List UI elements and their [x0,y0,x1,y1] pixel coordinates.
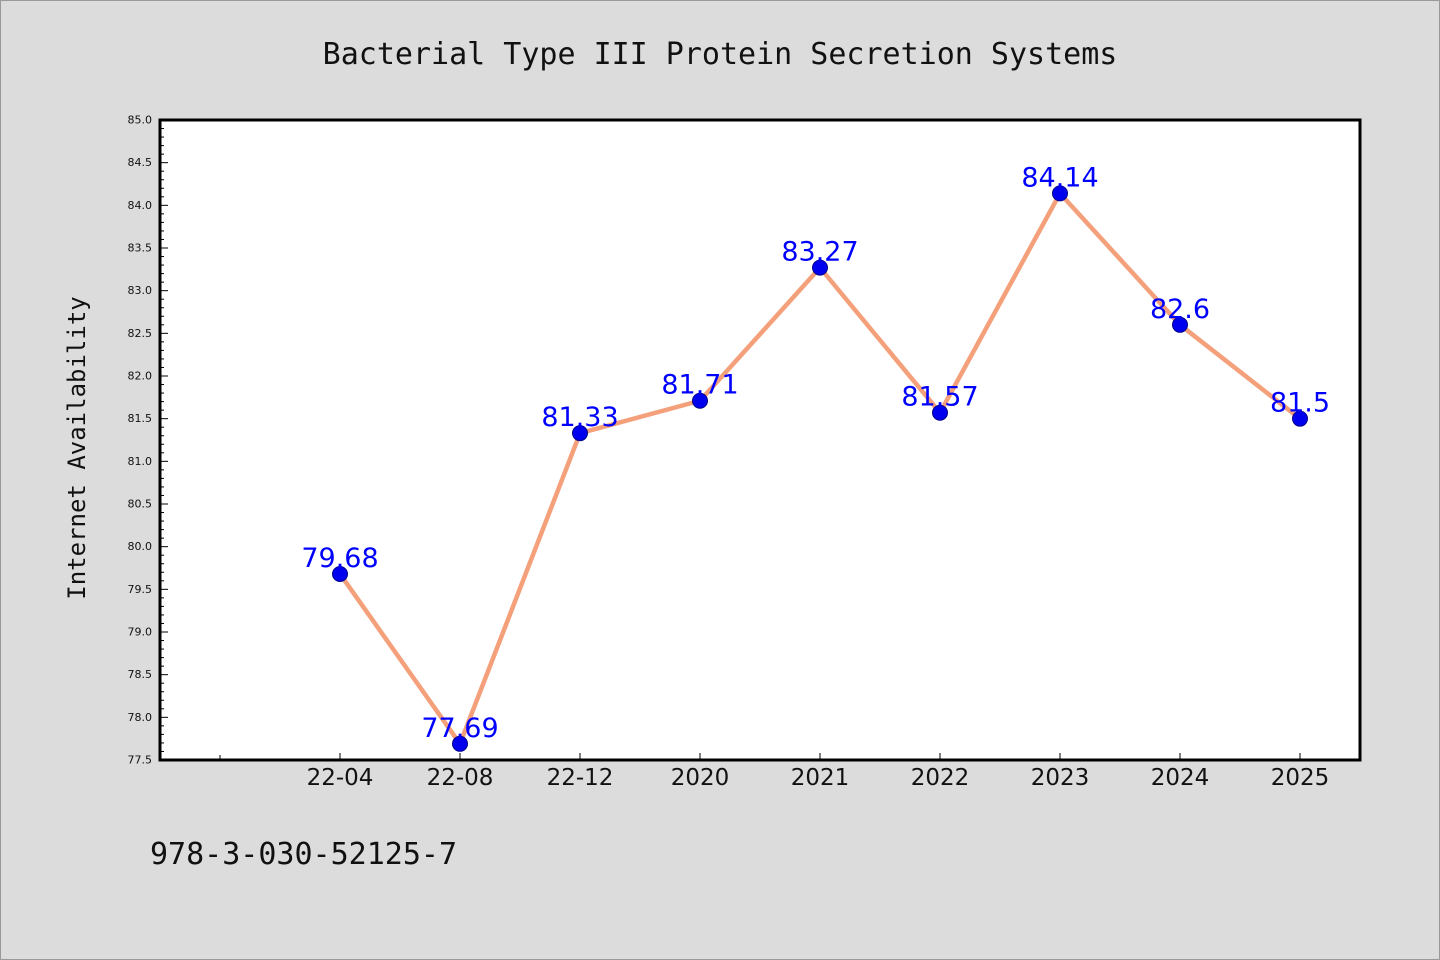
data-point [1172,316,1188,333]
x-tick-label: 2021 [791,765,850,791]
y-tick-label: 78.0 [128,711,153,724]
y-tick-label: 80.5 [128,498,153,511]
data-point [1292,410,1308,427]
x-tick-label: 2020 [671,765,730,791]
x-tick-label: 2024 [1151,765,1210,791]
series-layer: 79.68 77.69 81.33 81.71 83.27 81.57 84.14 82.6 8… [301,162,1330,752]
y-tick-label: 80.0 [128,540,153,553]
y-tick-label: 78.5 [128,668,153,681]
y-tick-label: 79.0 [128,626,153,639]
x-tick-label: 2025 [1271,765,1330,791]
data-point [332,565,348,582]
y-tick-label: 85.0 [128,114,153,127]
x-tick-label: 22-08 [427,765,494,791]
data-label: 81.57 [901,382,978,413]
y-tick-label: 82.0 [128,370,153,383]
x-tick-label: 2022 [911,765,970,791]
chart-title: Bacterial Type III Protein Secretion Sys… [323,37,1118,72]
footer-isbn: 978-3-030-52125-7 [150,837,457,872]
plot-area [160,120,1360,760]
data-point [932,404,948,421]
plot-frame [158,118,1362,762]
data-label: 81.71 [661,370,738,401]
data-label: 83.27 [781,237,858,268]
y-tick-label: 83.5 [128,242,153,255]
data-label: 84.14 [1021,162,1098,193]
y-tick-label: 81.0 [128,455,153,468]
x-tick-label: 22-12 [547,765,614,791]
y-tick-label: 82.5 [128,327,153,340]
data-point [1052,185,1068,202]
y-axis-label: Internet Availability [63,296,91,599]
data-label: 79.68 [301,543,378,574]
x-axis: 22-04 22-08 22-12 2020 2021 2022 2023 2024 2025 [219,753,1330,791]
data-label: 81.33 [541,402,618,433]
data-point [812,259,828,276]
data-point [572,425,588,442]
y-tick-label: 83.0 [128,284,153,297]
data-label: 82.6 [1150,294,1210,325]
data-point [452,735,468,752]
y-tick-label: 79.5 [128,583,153,596]
y-tick-label: 81.5 [128,412,153,425]
data-label: 77.69 [421,713,498,744]
y-tick-label: 77.5 [128,754,153,767]
y-axis: 77.5 78.0 78.5 79.0 79.5 80.0 80.5 81.0 81.5 82.0… [128,114,168,767]
data-point [692,392,708,409]
x-tick-label: 22-04 [307,765,374,791]
y-tick-label: 84.0 [128,199,153,212]
data-label: 81.5 [1270,388,1330,419]
y-tick-label: 84.5 [128,156,153,169]
x-tick-label: 2023 [1031,765,1090,791]
